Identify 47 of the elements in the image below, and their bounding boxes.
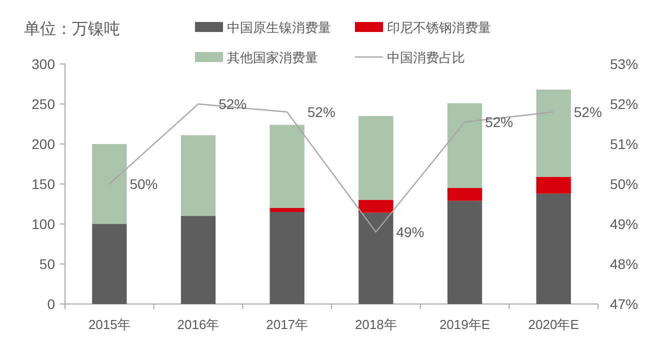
bar	[536, 194, 571, 304]
bar	[92, 144, 127, 224]
bar	[447, 188, 482, 201]
data-label: 52%	[485, 114, 514, 130]
y-tick-label: 150	[32, 176, 56, 192]
y-tick-label: 0	[47, 296, 56, 312]
y2-tick-label: 53%	[610, 56, 638, 72]
y-tick-label: 250	[32, 96, 56, 112]
x-tick-label: 2015年	[88, 317, 130, 332]
y2-tick-label: 47%	[610, 296, 638, 312]
bar	[270, 208, 304, 212]
y-tick-label: 200	[32, 136, 56, 152]
bar	[358, 200, 394, 213]
legend-label: 中国消费占比	[387, 50, 465, 65]
y2-tick-label: 51%	[610, 136, 638, 152]
bar	[358, 116, 394, 200]
x-tick-label: 2019年E	[439, 317, 490, 332]
y2-tick-label: 48%	[610, 256, 638, 272]
bar	[270, 212, 304, 304]
legend-label: 其他国家消费量	[227, 50, 318, 65]
x-tick-label: 2016年	[177, 317, 220, 332]
bar	[447, 200, 482, 304]
legend-label: 中国原生镍消费量	[227, 20, 331, 35]
data-label: 52%	[307, 104, 336, 120]
y-axis-title: 单位：万镍吨	[24, 20, 120, 38]
bar	[447, 103, 482, 188]
bar	[358, 212, 394, 304]
data-label: 50%	[130, 176, 158, 192]
y-tick-label: 300	[32, 56, 56, 72]
x-tick-label: 2020年E	[528, 317, 580, 332]
bar	[180, 216, 216, 304]
y2-tick-label: 52%	[610, 96, 638, 112]
bar	[270, 124, 304, 208]
data-label: 52%	[218, 96, 247, 112]
y-tick-label: 50	[39, 256, 56, 272]
legend-label: 印尼不锈钢消费量	[387, 20, 491, 35]
bar	[92, 224, 127, 304]
bar	[536, 90, 571, 177]
data-label: 52%	[574, 104, 602, 120]
y2-tick-label: 50%	[610, 176, 638, 192]
x-tick-label: 2018年	[354, 317, 397, 332]
y-tick-label: 100	[32, 216, 56, 232]
y2-tick-label: 49%	[610, 216, 638, 232]
data-label: 49%	[396, 224, 424, 240]
bar	[180, 135, 216, 216]
x-tick-label: 2017年	[266, 317, 308, 332]
bar	[536, 176, 571, 194]
